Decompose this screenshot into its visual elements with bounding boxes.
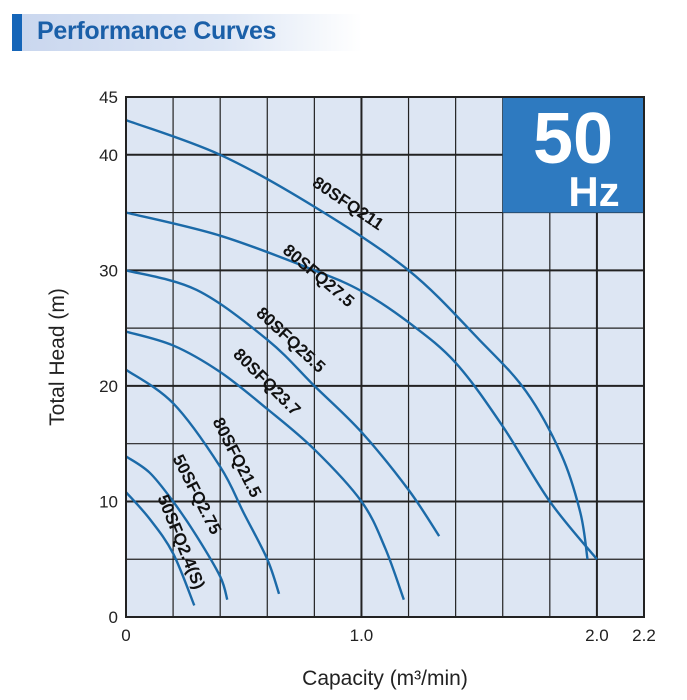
x-tick-label: 1.0 — [350, 626, 374, 645]
x-tick-label: 2.2 — [632, 626, 656, 645]
badge-value: 50 — [533, 99, 613, 179]
plot-frame — [125, 96, 645, 618]
curve-50sfq275 — [125, 455, 229, 601]
curve-80sfq211 — [125, 118, 589, 560]
y-tick-label: 40 — [99, 146, 118, 165]
y-axis-label: Total Head (m) — [46, 288, 69, 426]
badge-background — [502, 97, 644, 213]
title-bar: Performance Curves — [12, 14, 362, 51]
curve-80sfq215 — [125, 368, 281, 595]
title-accent — [12, 14, 22, 51]
page-title: Performance Curves — [37, 17, 277, 45]
curves — [125, 118, 598, 606]
y-tick-label: 20 — [99, 377, 118, 396]
x-tick-label: 0 — [121, 626, 130, 645]
curve-80sfq255 — [125, 269, 441, 537]
curve-80sfq237 — [125, 330, 405, 601]
frequency-badge: 50 Hz — [502, 97, 644, 215]
badge-unit: Hz — [568, 168, 619, 215]
y-tick-label: 0 — [109, 608, 118, 627]
curve-80sfq275 — [125, 211, 598, 560]
y-tick-label: 45 — [99, 88, 118, 107]
y-tick-label: 10 — [99, 492, 118, 511]
x-axis-label: Capacity (m³/min) — [302, 667, 468, 690]
y-tick-label: 30 — [99, 261, 118, 280]
x-tick-label: 2.0 — [585, 626, 609, 645]
ticks: 0 1.0 2.0 2.2 0 10 20 30 40 45 — [99, 88, 656, 645]
curve-50sfq24s — [125, 491, 196, 606]
